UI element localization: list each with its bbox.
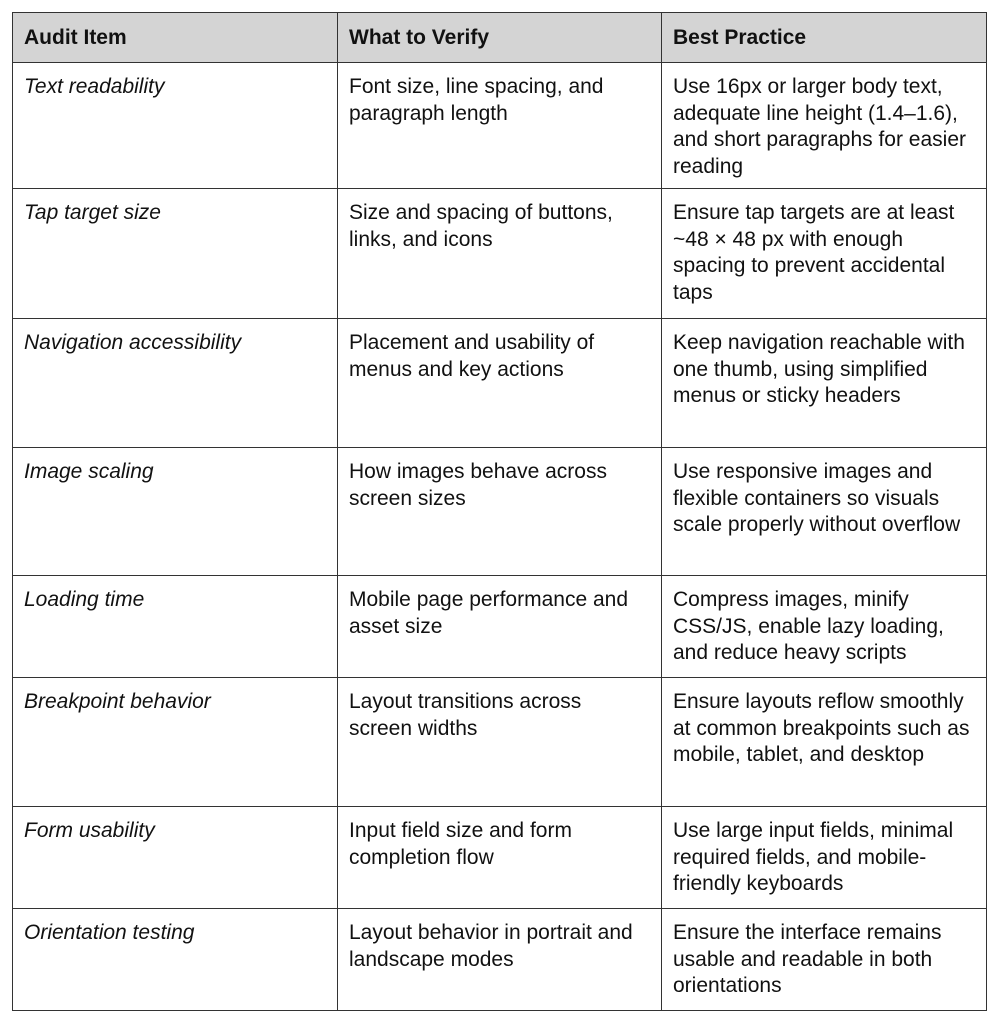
what-to-verify-cell: Mobile page performance and asset size <box>337 575 662 678</box>
header-best-practice: Best Practice <box>661 12 987 63</box>
audit-item-cell: Tap target size <box>12 188 338 319</box>
best-practice-cell: Use 16px or larger body text, adequate l… <box>661 62 987 189</box>
header-audit-item: Audit Item <box>12 12 338 63</box>
best-practice-cell: Ensure layouts reflow smoothly at common… <box>661 677 987 807</box>
table-row: Image scaling How images behave across sc… <box>12 447 987 576</box>
best-practice-cell: Ensure the interface remains usable and … <box>661 908 987 1011</box>
table-row: Form usability Input field size and form … <box>12 806 987 909</box>
table-row: Orientation testing Layout behavior in po… <box>12 908 987 1011</box>
table-row: Breakpoint behavior Layout transitions ac… <box>12 677 987 807</box>
audit-item-cell: Loading time <box>12 575 338 678</box>
table-row: Navigation accessibility Placement and us… <box>12 318 987 448</box>
table-row: Text readability Font size, line spacing,… <box>12 62 987 189</box>
header-what-to-verify: What to Verify <box>337 12 662 63</box>
audit-item-cell: Form usability <box>12 806 338 909</box>
audit-item-cell: Text readability <box>12 62 338 189</box>
best-practice-cell: Use responsive images and flexible conta… <box>661 447 987 576</box>
what-to-verify-cell: Placement and usability of menus and key… <box>337 318 662 448</box>
what-to-verify-cell: Layout behavior in portrait and landscap… <box>337 908 662 1011</box>
table-row: Loading time Mobile page performance and … <box>12 575 987 678</box>
what-to-verify-cell: How images behave across screen sizes <box>337 447 662 576</box>
audit-item-cell: Breakpoint behavior <box>12 677 338 807</box>
audit-item-cell: Orientation testing <box>12 908 338 1011</box>
what-to-verify-cell: Input field size and form completion flo… <box>337 806 662 909</box>
audit-item-cell: Navigation accessibility <box>12 318 338 448</box>
best-practice-cell: Use large input fields, minimal required… <box>661 806 987 909</box>
best-practice-cell: Ensure tap targets are at least ~48 × 48… <box>661 188 987 319</box>
table-row: Tap target size Size and spacing of butto… <box>12 188 987 319</box>
what-to-verify-cell: Font size, line spacing, and paragraph l… <box>337 62 662 189</box>
what-to-verify-cell: Size and spacing of buttons, links, and … <box>337 188 662 319</box>
best-practice-cell: Compress images, minify CSS/JS, enable l… <box>661 575 987 678</box>
header-row: Audit Item What to Verify Best Practice <box>12 12 987 63</box>
best-practice-cell: Keep navigation reachable with one thumb… <box>661 318 987 448</box>
what-to-verify-cell: Layout transitions across screen widths <box>337 677 662 807</box>
audit-table: Audit Item What to Verify Best Practice … <box>12 12 987 1011</box>
audit-item-cell: Image scaling <box>12 447 338 576</box>
